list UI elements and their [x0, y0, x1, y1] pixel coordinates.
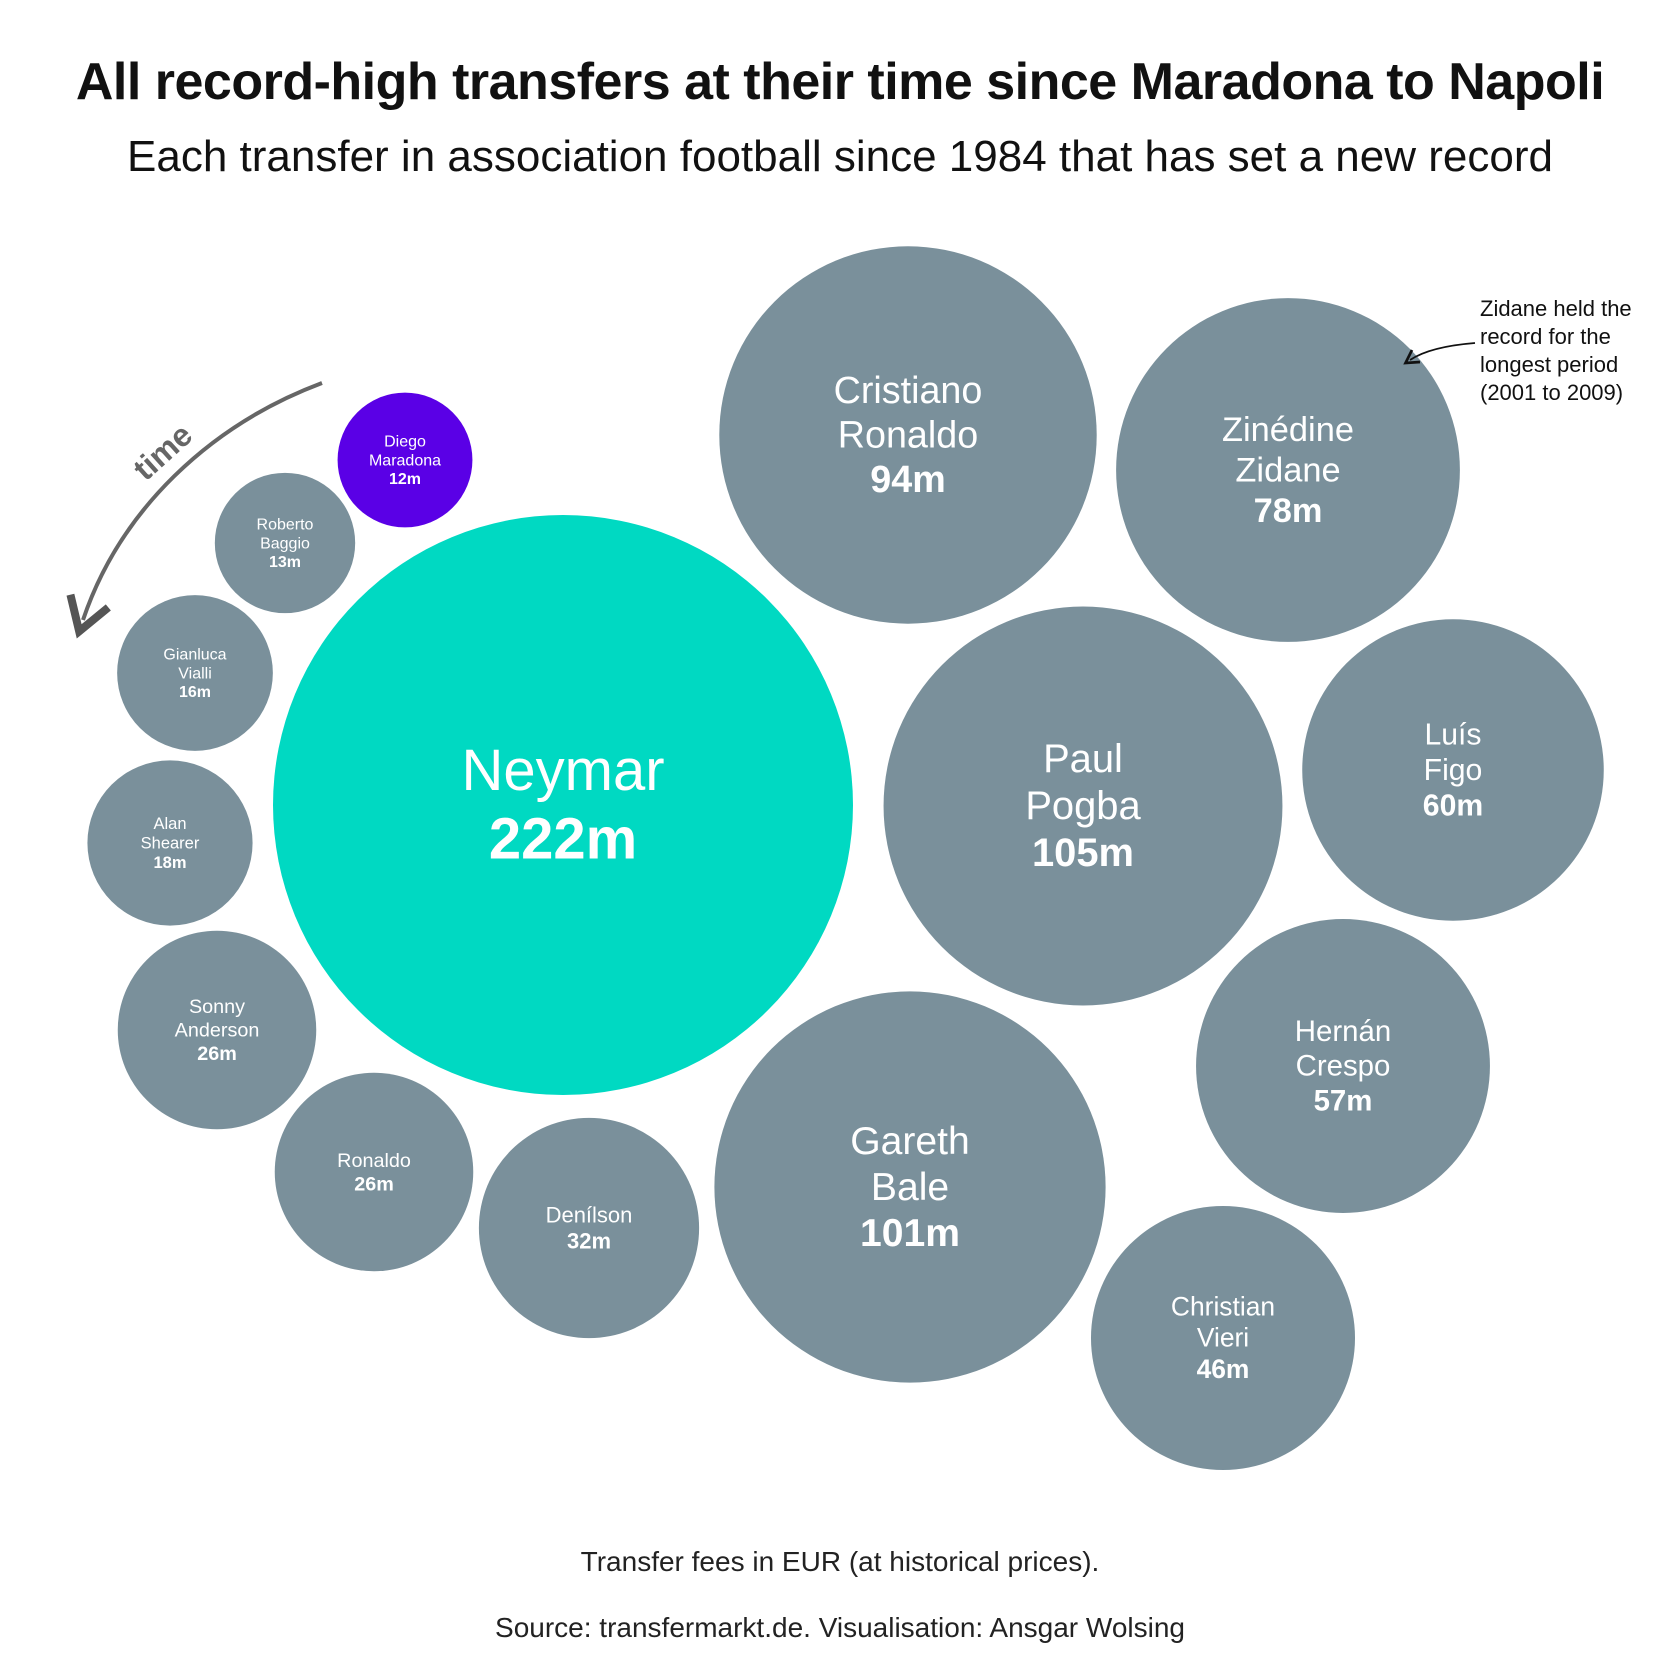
- bubble-name-label: Maradona: [369, 452, 441, 469]
- bubble-value-label: 105m: [1032, 831, 1134, 875]
- bubble-value-label: 13m: [269, 554, 301, 571]
- currency-note: Transfer fees in EUR (at historical pric…: [580, 1546, 1100, 1577]
- bubble-name-label: Vialli: [178, 665, 212, 682]
- annotation-line-4: (2001 to 2009): [1480, 380, 1623, 405]
- bubble-value-label: 60m: [1423, 790, 1483, 823]
- bubble-value-label: 12m: [389, 471, 421, 488]
- time-arrow-line: [66, 381, 323, 639]
- bubble-name-label: Pogba: [1025, 784, 1141, 828]
- bubble-name-label: Bale: [871, 1166, 949, 1209]
- bubble-value-label: 94m: [870, 458, 945, 500]
- bubble-circle: [273, 515, 853, 1095]
- bubble-circle: [719, 246, 1097, 624]
- bubble-name-label: Denílson: [546, 1202, 633, 1227]
- bubble-name-label: Baggio: [260, 535, 310, 552]
- bubble-circle: [1090, 1205, 1356, 1471]
- bubble-circle: [337, 392, 473, 528]
- bubble-name-label: Shearer: [141, 834, 200, 852]
- bubble-circle: [117, 595, 273, 751]
- bubble-name-label: Zinédine: [1222, 411, 1354, 449]
- bubble-circle: [1196, 919, 1490, 1213]
- bubble-circle: [478, 1117, 700, 1339]
- time-label: time: [126, 416, 199, 487]
- annotation-line-1: Zidane held the: [1480, 296, 1632, 321]
- source-credit: Source: transfermarkt.de. Visualisation:…: [495, 1612, 1185, 1643]
- bubble-name-label: Alan: [153, 815, 186, 833]
- bubble-name-label: Vieri: [1197, 1323, 1249, 1353]
- bubble-circle: [117, 930, 317, 1130]
- bubble-gianluca-vialli: Gianluca Vialli 16m: [117, 595, 273, 751]
- bubble-circle: [274, 1072, 474, 1272]
- bubble-name-label: Paul: [1043, 737, 1123, 781]
- bubble-name-label: Hernán: [1295, 1015, 1391, 1048]
- bubble-roberto-baggio: Roberto Baggio 13m: [214, 472, 356, 614]
- annotation-line-3: longest period: [1480, 352, 1618, 377]
- bubble-name-label: Figo: [1424, 754, 1483, 787]
- bubble-circle: [87, 760, 253, 926]
- bubble-value-label: 101m: [860, 1212, 960, 1255]
- annotation-arrow: [1403, 342, 1476, 365]
- bubble-name-label: Cristiano: [834, 369, 983, 411]
- bubble-value-label: 26m: [197, 1043, 237, 1065]
- bubble-name-label: Gianluca: [163, 646, 226, 663]
- bubble-name-label: Christian: [1171, 1292, 1275, 1322]
- bubble-value-label: 16m: [179, 684, 211, 701]
- bubble-name-label: Crespo: [1296, 1050, 1391, 1083]
- chart-title: All record-high transfers at their time …: [75, 53, 1605, 111]
- bubble-name-label: Zidane: [1235, 451, 1340, 489]
- bubble-diego-maradona: Diego Maradona 12m: [337, 392, 473, 528]
- bubble-name-label: Sonny: [189, 996, 245, 1018]
- bubble-name-label: Diego: [384, 433, 426, 450]
- bubble-name-label: Ronaldo: [838, 413, 978, 455]
- bubble-name-label: Neymar: [461, 738, 664, 803]
- bubble-value-label: 78m: [1254, 492, 1323, 530]
- bubble-value-label: 18m: [153, 854, 186, 872]
- chart-subtitle: Each transfer in association football si…: [127, 132, 1553, 181]
- bubble-circle: [1302, 619, 1604, 921]
- bubble-circle: [883, 606, 1283, 1006]
- bubble-name-label: Roberto: [257, 516, 314, 533]
- bubble-value-label: 26m: [354, 1173, 394, 1195]
- bubble-name-label: Gareth: [850, 1120, 969, 1163]
- bubble-value-label: 46m: [1197, 1354, 1250, 1384]
- bubble-value-label: 32m: [567, 1228, 611, 1253]
- bubble-circle: [714, 991, 1106, 1383]
- bubble-name-label: Luís: [1424, 718, 1481, 751]
- bubble-value-label: 222m: [489, 806, 637, 871]
- bubble-name-label: Anderson: [175, 1020, 260, 1042]
- bubble-name-label: Ronaldo: [337, 1150, 411, 1172]
- bubble-value-label: 57m: [1314, 1084, 1373, 1117]
- bubble-circle: [1116, 298, 1460, 642]
- annotation-line-2: record for the: [1480, 324, 1611, 349]
- zidane-annotation: Zidane held the record for the longest p…: [1403, 296, 1632, 405]
- bubbles-group: Diego Maradona 12m Roberto Baggio 13m Gianluca…: [87, 246, 1604, 1471]
- bubble-circle: [214, 472, 356, 614]
